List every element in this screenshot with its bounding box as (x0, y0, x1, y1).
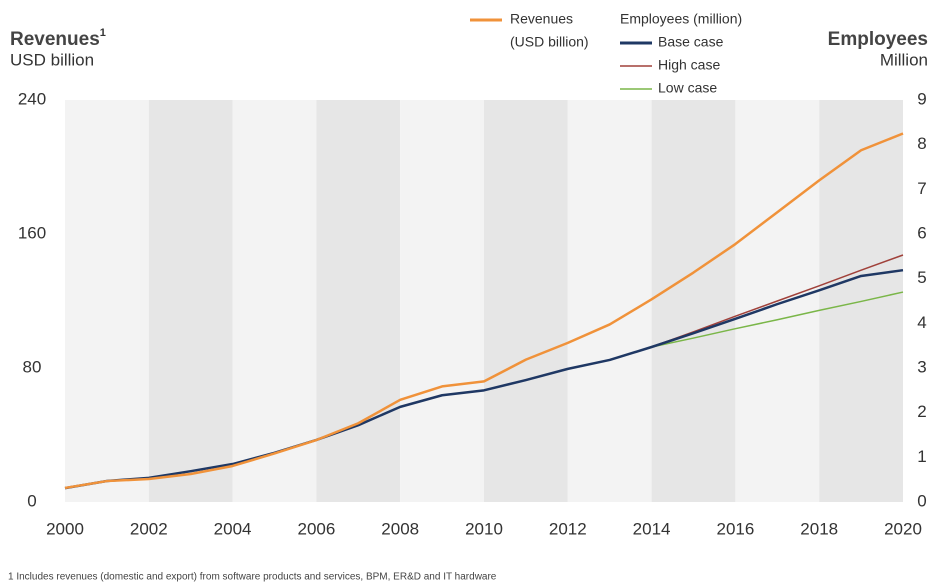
y-unit: USD billion (10, 50, 94, 69)
x-tick-label: 2010 (465, 519, 503, 538)
y2-tick-label: 5 (917, 268, 926, 287)
legend-unit: (USD billion) (510, 34, 589, 50)
y-tick-label: 80 (23, 357, 42, 376)
y-label-note: 1 (100, 27, 106, 39)
footnote: 1 Includes revenues (domestic and export… (8, 572, 497, 583)
band (65, 100, 149, 502)
x-tick-label: 2018 (800, 519, 838, 538)
legend-label: Revenues (510, 11, 573, 27)
x-tick-label: 2014 (633, 519, 671, 538)
x-tick-label: 2020 (884, 519, 922, 538)
y2-tick-label: 8 (917, 134, 926, 153)
legend-label: Low case (658, 80, 717, 96)
band (316, 100, 401, 502)
band (400, 100, 484, 502)
bands (65, 100, 903, 502)
series-line (651, 291, 904, 348)
y2-tick-label: 9 (917, 89, 926, 108)
legend-label: Base case (658, 34, 724, 50)
x-tick-label: 2006 (297, 519, 335, 538)
band (232, 100, 317, 502)
x-tick-label: 2012 (549, 519, 587, 538)
legend-label: High case (658, 57, 720, 73)
y-axis-title: Revenues1 (10, 27, 106, 50)
x-tick-label: 2002 (130, 519, 168, 538)
band (567, 100, 652, 502)
x-tick-label: 2008 (381, 519, 419, 538)
band (484, 100, 568, 502)
y2-label: Employees (828, 29, 928, 50)
y2-tick-label: 4 (917, 313, 926, 332)
y2-tick-label: 1 (917, 447, 926, 466)
band (651, 100, 736, 502)
y2-tick-label: 0 (917, 491, 926, 510)
x-tick-label: 2000 (46, 519, 84, 538)
y-tick-label: 160 (18, 223, 46, 242)
y2-tick-label: 2 (917, 402, 926, 421)
series-line (64, 132, 904, 490)
y-tick-label: 0 (27, 491, 36, 510)
band (148, 100, 233, 502)
x-tick-label: 2004 (214, 519, 252, 538)
y2-tick-label: 7 (917, 179, 926, 198)
y2-unit: Million (880, 50, 928, 69)
y-tick-label: 240 (18, 89, 46, 108)
y2-tick-label: 6 (917, 223, 926, 242)
series-line (64, 268, 904, 490)
x-tick-label: 2016 (716, 519, 754, 538)
series-line (651, 254, 904, 348)
y-label: Revenues (10, 29, 100, 50)
legend-title: Employees (million) (620, 11, 742, 27)
y2-tick-label: 3 (917, 357, 926, 376)
